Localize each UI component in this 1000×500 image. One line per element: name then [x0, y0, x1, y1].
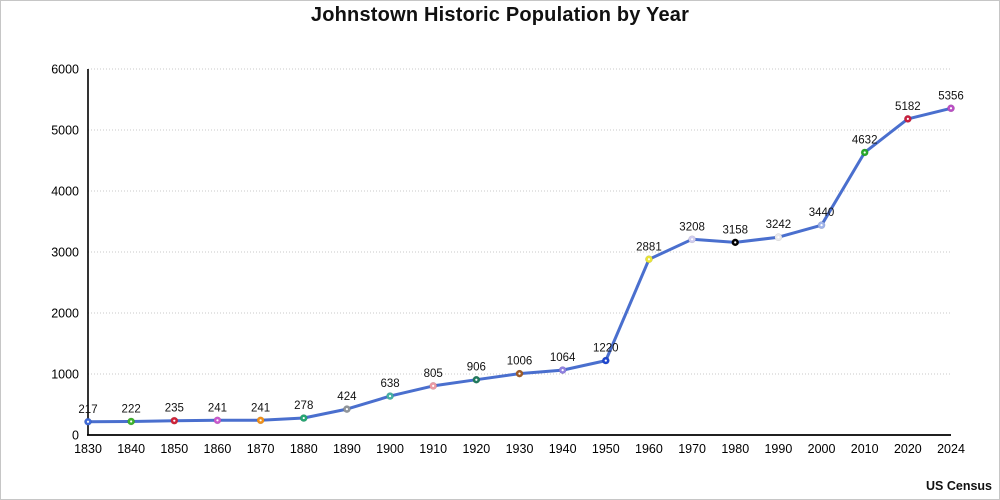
x-tick-label: 1950 [592, 442, 620, 456]
data-point-label: 805 [424, 368, 443, 380]
x-tick-label: 1880 [290, 442, 318, 456]
x-tick-label: 1840 [117, 442, 145, 456]
x-tick-label: 1910 [419, 442, 447, 456]
y-tick-label: 5000 [51, 124, 79, 138]
data-point-center [302, 416, 305, 420]
data-point-center [691, 238, 694, 241]
data-point-center [863, 151, 866, 154]
data-point-label: 3208 [679, 221, 705, 233]
data-point-label: 278 [294, 400, 313, 412]
data-point-label: 3242 [766, 219, 792, 231]
data-point-center [647, 258, 651, 261]
data-point-center [518, 372, 521, 375]
x-tick-label: 1890 [333, 442, 361, 456]
data-point-center [173, 419, 176, 422]
data-point-center [259, 419, 262, 422]
x-tick-label: 1860 [204, 442, 232, 456]
data-point-center [432, 384, 435, 387]
y-tick-label: 0 [72, 429, 79, 443]
data-point-label: 3440 [809, 207, 835, 219]
y-tick-label: 1000 [51, 368, 79, 382]
data-point-label: 222 [122, 403, 141, 415]
x-tick-label: 1870 [247, 442, 275, 456]
x-tick-label: 1830 [74, 442, 102, 456]
data-point-label: 241 [208, 402, 227, 414]
data-point-center [345, 408, 348, 411]
data-point-center [86, 420, 90, 423]
x-tick-label: 1940 [549, 442, 577, 456]
data-point-label: 424 [337, 391, 357, 403]
y-tick-label: 6000 [51, 63, 79, 77]
y-tick-label: 2000 [51, 307, 79, 321]
x-tick-label: 2024 [937, 442, 965, 456]
data-point-label: 5182 [895, 101, 921, 113]
data-point-label: 1220 [593, 343, 619, 355]
data-point-label: 4632 [852, 134, 878, 146]
x-tick-label: 1920 [462, 442, 490, 456]
y-tick-label: 4000 [51, 185, 79, 199]
data-point-label: 3158 [722, 224, 748, 236]
source-attribution: US Census [926, 479, 992, 493]
x-tick-label: 1930 [506, 442, 534, 456]
data-point-center [388, 394, 392, 398]
data-point-label: 241 [251, 402, 270, 414]
chart-title: Johnstown Historic Population by Year [310, 4, 690, 26]
data-point-label: 1006 [507, 356, 533, 368]
x-tick-label: 1850 [160, 442, 188, 456]
data-point-label: 1064 [550, 352, 576, 364]
data-point-center [906, 117, 909, 120]
y-tick-label: 3000 [51, 246, 79, 260]
data-point-center [949, 107, 953, 110]
data-point-label: 5356 [938, 90, 964, 102]
data-point-center [475, 378, 478, 381]
data-point-center [820, 224, 823, 227]
x-tick-label: 1970 [678, 442, 706, 456]
data-point-center [734, 241, 737, 244]
data-point-center [777, 236, 780, 239]
x-tick-label: 2010 [851, 442, 879, 456]
data-point-center [130, 420, 133, 423]
x-tick-label: 1980 [721, 442, 749, 456]
x-tick-label: 2020 [894, 442, 922, 456]
x-tick-label: 1900 [376, 442, 404, 456]
data-point-label: 217 [78, 404, 97, 416]
data-point-label: 906 [467, 362, 486, 374]
data-point-label: 235 [165, 403, 184, 415]
data-point-label: 638 [380, 378, 399, 390]
x-tick-label: 2000 [808, 442, 836, 456]
x-tick-label: 1960 [635, 442, 663, 456]
data-point-center [216, 419, 219, 422]
data-point-center [561, 368, 564, 372]
x-tick-label: 1990 [764, 442, 792, 456]
data-point-label: 2881 [636, 241, 662, 253]
data-point-center [604, 359, 607, 362]
